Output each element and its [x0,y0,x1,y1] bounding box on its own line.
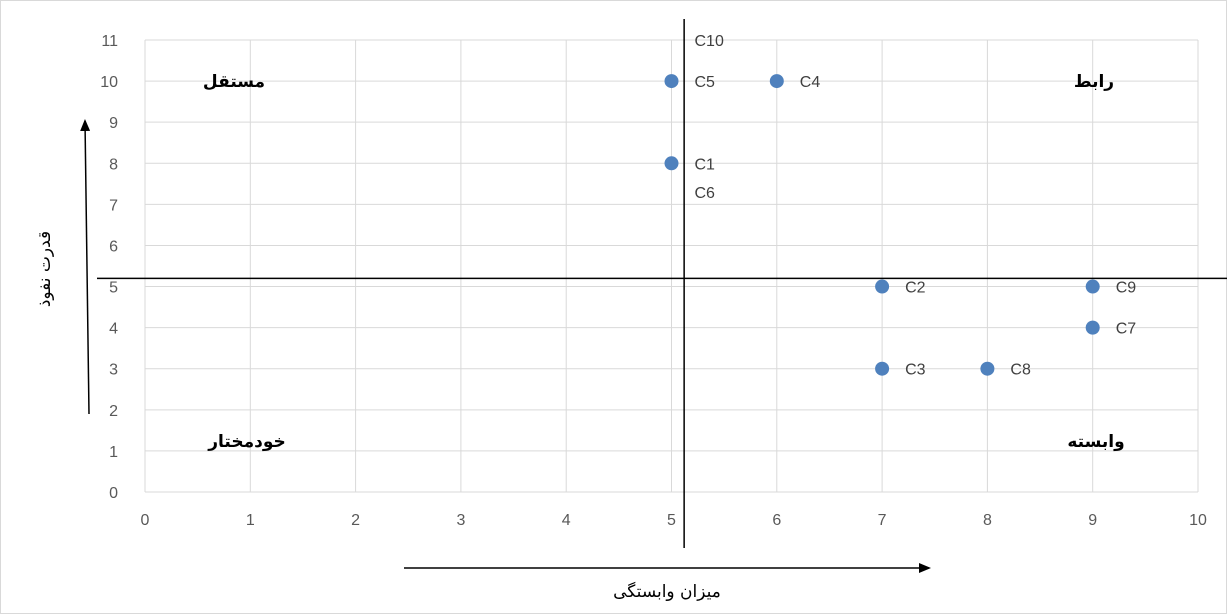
x-tick-label: 2 [351,512,360,529]
y-tick-label: 5 [109,280,118,297]
x-tick-label: 10 [1189,512,1207,529]
data-point-c5 [664,74,679,89]
y-axis-arrow [80,119,91,415]
y-tick-label: 7 [109,197,118,214]
x-tick-label: 3 [456,512,465,529]
point-label-c8: C8 [1010,362,1031,379]
point-label-c2: C2 [905,280,926,297]
y-tick-label: 10 [100,74,118,91]
data-point-c3 [875,361,890,376]
y-tick-label: 4 [109,321,118,338]
data-point-c8 [980,361,995,376]
quadrant-label-bottom-right: وابسته [1067,432,1124,452]
point-labels: C5 C4 C1 C2 C9 C7 C3 C8 C10 C6 [695,33,1137,379]
data-points [664,74,1100,376]
point-label-c10: C10 [695,33,724,50]
x-tick-label: 8 [983,512,992,529]
data-point-c2 [875,279,890,294]
point-label-c3: C3 [905,362,926,379]
y-tick-label: 6 [109,238,118,255]
data-point-c7 [1085,320,1100,335]
quadrant-dividers [97,19,1227,548]
y-tick-label: 0 [109,485,118,502]
axis-titles: میزان وابستگی قدرت نفوذ [35,119,931,602]
y-tick-label: 9 [109,115,118,132]
data-point-c4 [769,74,784,89]
point-label-c5: C5 [695,74,716,91]
point-label-c1: C1 [695,156,716,173]
y-tick-label: 8 [109,156,118,173]
quadrant-labels: مستقل رابط خودمختار وابسته [203,72,1125,452]
point-label-c9: C9 [1116,280,1137,297]
quadrant-label-top-left: مستقل [203,72,265,92]
data-point-c9 [1085,279,1100,294]
x-tick-label: 9 [1088,512,1097,529]
x-tick-label: 0 [141,512,150,529]
y-tick-label: 11 [101,33,118,50]
quadrant-label-bottom-left: خودمختار [207,432,286,452]
y-tick-label: 3 [109,362,118,379]
x-axis-title: میزان وابستگی [613,581,721,602]
y-tick-label: 1 [109,444,118,461]
y-tick-label: 2 [109,403,118,420]
x-tick-label: 6 [772,512,781,529]
tick-labels: 0 1 2 3 4 5 6 7 8 9 10 11 0 1 2 3 4 5 6 7 8 9 10 [100,33,1207,529]
x-tick-label: 5 [667,512,676,529]
point-label-c6: C6 [695,185,716,202]
quadrant-label-top-right: رابط [1074,72,1114,92]
gridlines [144,39,1199,493]
x-tick-label: 1 [246,512,255,529]
point-label-c7: C7 [1116,321,1137,338]
data-point-c1 [664,156,679,171]
point-label-c4: C4 [800,74,821,91]
x-tick-label: 7 [878,512,887,529]
x-tick-label: 4 [562,512,571,529]
y-axis-title: قدرت نفوذ [35,231,55,307]
